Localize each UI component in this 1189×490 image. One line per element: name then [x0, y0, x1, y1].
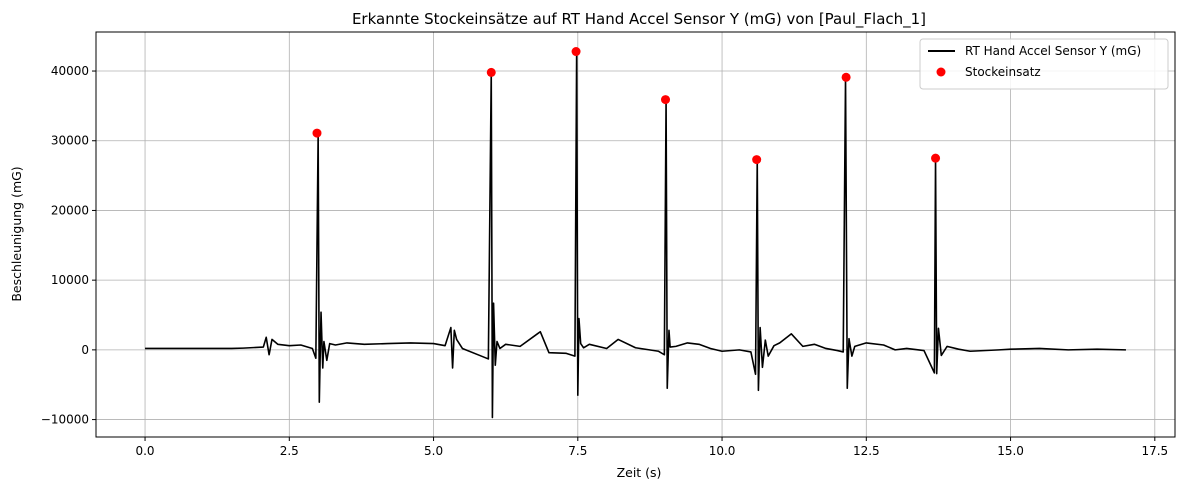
legend-label-0: RT Hand Accel Sensor Y (mG)	[965, 44, 1141, 58]
series-line-0	[145, 50, 1126, 419]
legend: RT Hand Accel Sensor Y (mG) Stockeinsatz	[919, 38, 1169, 90]
series-layer	[145, 47, 1126, 419]
stockeinsatz-marker	[841, 72, 851, 82]
legend-box	[919, 38, 1169, 90]
y-tick-label: 20000	[51, 203, 89, 217]
stockeinsatz-marker	[661, 95, 671, 105]
y-tick-label: −10000	[41, 413, 89, 427]
x-axis: 0.0 2.5 5.0 7.5 10.0 12.5 15.0 17.5	[135, 437, 1168, 458]
x-tick-label: 2.5	[280, 444, 299, 458]
x-axis-label: Zeit (s)	[617, 465, 662, 480]
y-tick-label: 40000	[51, 64, 89, 78]
x-tick-label: 10.0	[709, 444, 736, 458]
grid	[96, 32, 1175, 437]
chart-title: Erkannte Stockeinsätze auf RT Hand Accel…	[352, 10, 926, 29]
y-axis: −10000 0 10000 20000 30000 40000	[41, 64, 96, 427]
stockeinsatz-marker	[752, 155, 762, 165]
x-tick-label: 17.5	[1141, 444, 1168, 458]
y-tick-label: 10000	[51, 273, 89, 287]
x-tick-label: 5.0	[424, 444, 443, 458]
x-tick-label: 0.0	[135, 444, 154, 458]
stockeinsatz-marker	[486, 67, 496, 77]
legend-marker-swatch	[936, 67, 946, 77]
legend-label-1: Stockeinsatz	[965, 65, 1041, 79]
y-tick-label: 0	[81, 343, 89, 357]
y-tick-label: 30000	[51, 134, 89, 148]
plot-frame	[95, 31, 1176, 438]
stockeinsatz-marker	[571, 47, 581, 57]
x-tick-label: 15.0	[997, 444, 1024, 458]
stockeinsatz-marker	[312, 128, 322, 138]
y-axis-label: Beschleunigung (mG)	[9, 166, 24, 301]
x-tick-label: 12.5	[853, 444, 880, 458]
x-tick-label: 7.5	[568, 444, 587, 458]
stockeinsatz-marker	[931, 153, 941, 163]
